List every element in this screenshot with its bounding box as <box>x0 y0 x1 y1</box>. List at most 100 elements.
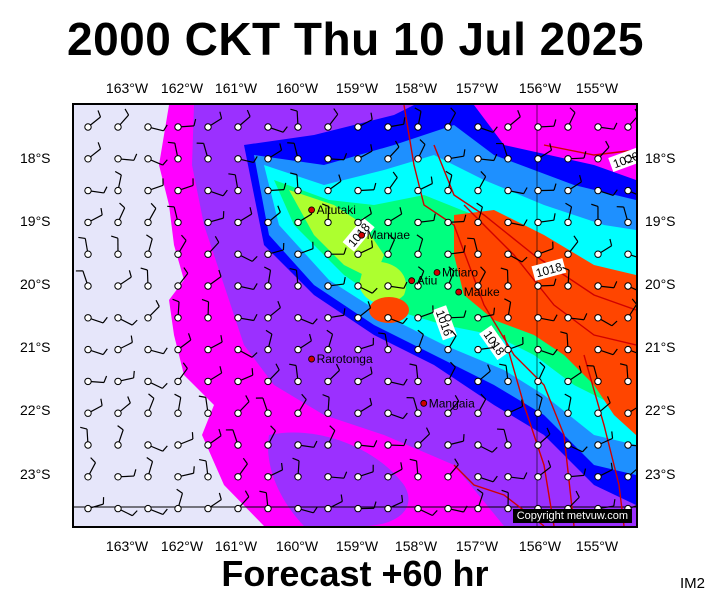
wind-barb <box>204 211 225 227</box>
wind-barb <box>287 142 302 163</box>
wind-barb <box>474 473 498 483</box>
wind-barb <box>204 235 220 258</box>
longitude-label: 160°W <box>275 538 319 554</box>
wind-barb <box>324 153 348 163</box>
wind-barb <box>324 494 343 513</box>
wind-barb <box>564 365 582 386</box>
wind-barb <box>414 107 422 131</box>
wind-barb <box>174 267 189 290</box>
wind-barb <box>414 329 424 354</box>
island-marker: Mitiaro <box>433 265 478 279</box>
wind-barb <box>474 171 487 195</box>
wind-barb <box>504 472 528 481</box>
wind-barb <box>264 205 281 227</box>
wind-barb <box>324 471 348 481</box>
wind-barb <box>354 501 377 513</box>
wind-barb <box>534 460 552 481</box>
wind-barb <box>444 361 456 386</box>
wind-barb <box>624 407 636 417</box>
wind-barb <box>174 393 182 417</box>
wind-barb <box>616 206 632 227</box>
wind-barb <box>474 307 496 322</box>
wind-barb <box>496 142 512 163</box>
rain-area-heavy-cell <box>369 297 409 323</box>
wind-barb <box>354 440 378 449</box>
wind-barb <box>84 142 102 163</box>
wind-barb <box>534 345 558 356</box>
longitude-label: 162°W <box>160 80 204 96</box>
wind-barb <box>384 438 407 449</box>
wind-barb <box>144 504 168 516</box>
latitude-label: 22°S <box>20 402 51 418</box>
isobar-line <box>583 354 625 526</box>
latitude-label: 21°S <box>645 339 676 355</box>
wind-barb <box>144 234 153 258</box>
wind-barb <box>204 366 223 386</box>
wind-barb <box>474 202 483 227</box>
wind-barb <box>114 469 137 481</box>
latitude-label: 20°S <box>20 276 51 292</box>
island-marker: Aitutaki <box>308 203 356 217</box>
wind-barb <box>289 267 302 290</box>
latitude-label: 18°S <box>20 150 51 166</box>
wind-barb <box>564 235 579 258</box>
wind-barb <box>414 176 433 195</box>
wind-barb <box>504 250 528 263</box>
wind-barb <box>201 298 212 322</box>
wind-barb <box>294 314 318 325</box>
wind-barb <box>474 266 486 290</box>
wind-barb <box>354 182 377 195</box>
island-markers: Aitutaki Manuae Atiu Mitiaro Mauke Rarotonga M… <box>308 203 500 410</box>
island-label: Atiu <box>417 274 438 288</box>
wind-barb <box>324 277 346 290</box>
wind-barb <box>264 123 288 133</box>
wind-barb <box>114 108 130 131</box>
longitude-label: 161°W <box>214 80 258 96</box>
wind-barb <box>414 504 438 517</box>
wind-barb <box>167 141 182 163</box>
wind-barb <box>174 488 184 513</box>
wind-barb <box>594 345 618 356</box>
wind-barb <box>504 337 524 354</box>
island-label: Manuae <box>367 228 411 242</box>
wind-barb <box>114 504 138 517</box>
wind-barb <box>114 270 132 290</box>
wind-barb <box>586 365 602 386</box>
wind-barb <box>497 428 512 449</box>
wind-barb <box>174 118 197 131</box>
wind-barb <box>264 300 281 322</box>
wind-barb <box>444 245 466 258</box>
wind-barb <box>384 281 408 290</box>
isobar-line <box>503 334 555 526</box>
wind-barb <box>564 393 572 417</box>
copyright-notice: Copyright metvuw.com <box>512 509 632 523</box>
wind-barb <box>564 151 587 163</box>
wind-barb <box>294 440 318 449</box>
wind-barb <box>409 363 422 386</box>
wind-barb <box>624 155 636 163</box>
wind-barb <box>594 186 618 196</box>
wind-barb <box>289 363 302 386</box>
island-marker: Mauke <box>455 285 500 299</box>
wind-barb <box>467 237 482 258</box>
wind-barb <box>594 462 613 481</box>
wind-barb <box>114 314 138 326</box>
longitude-label: 163°W <box>105 80 149 96</box>
wind-barb <box>228 173 242 195</box>
latitude-label: 21°S <box>20 339 51 355</box>
wind-barb <box>500 267 512 290</box>
wind-barb <box>534 119 557 131</box>
wind-barb <box>263 266 272 290</box>
wind-barb <box>564 468 587 481</box>
wind-barb <box>474 123 498 133</box>
wind-barb <box>199 459 212 481</box>
wind-barb <box>444 504 468 513</box>
wind-barb <box>84 457 97 481</box>
wind-barb <box>444 266 455 290</box>
wind-barb <box>504 218 528 227</box>
wind-barb <box>534 143 553 163</box>
wind-barb <box>384 140 400 163</box>
wind-barb <box>322 394 332 417</box>
wind-barb <box>324 174 342 195</box>
wind-barb <box>534 213 556 227</box>
